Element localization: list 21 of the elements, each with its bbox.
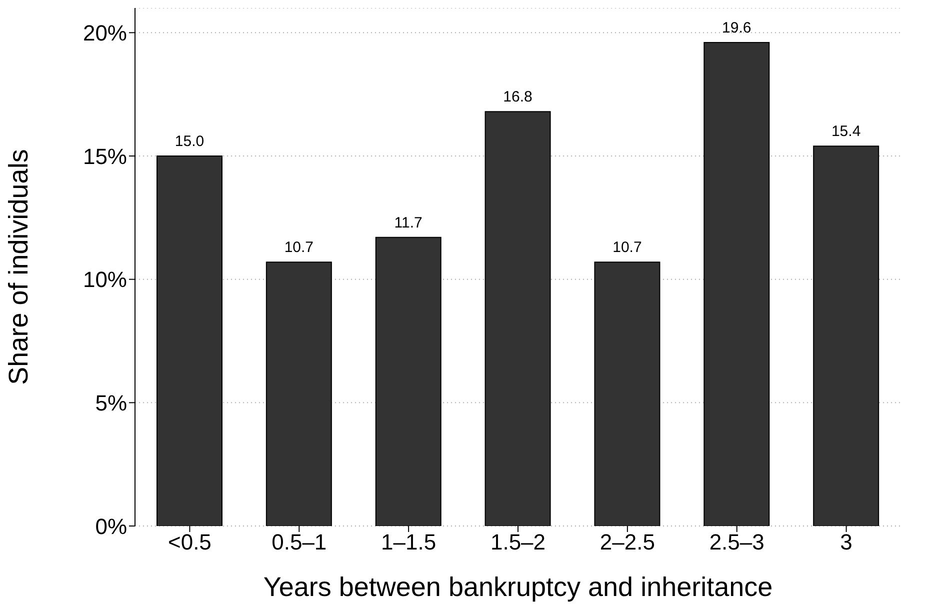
x-tick-label: 2–2.5 (600, 530, 655, 555)
y-tick-label: 0% (95, 514, 127, 539)
data-label: 11.7 (394, 214, 422, 232)
y-tick-label: 15% (82, 144, 127, 169)
x-tick-label: 1–1.5 (381, 530, 436, 555)
x-tick-label: 1.5–2 (490, 530, 546, 555)
y-axis-title: Share of individuals (4, 149, 34, 385)
y-tick-label: 10% (82, 267, 127, 292)
data-label: 16.8 (503, 88, 532, 106)
x-tick-label: 2.5–3 (709, 530, 764, 555)
data-label: 19.6 (722, 20, 752, 37)
x-tick-label: 0.5–1 (272, 530, 327, 555)
x-tick-label: 3 (840, 530, 852, 555)
data-label: 10.7 (284, 239, 314, 256)
data-label: 15.0 (174, 133, 204, 150)
y-tick-label: 20% (82, 20, 127, 46)
data-label: 10.7 (612, 239, 642, 256)
x-tick-label: <0.5 (168, 530, 212, 555)
x-axis-title: Years between bankruptcy and inheritance (263, 572, 773, 602)
data-label: 15.4 (831, 123, 861, 140)
y-tick-label: 5% (95, 390, 127, 416)
